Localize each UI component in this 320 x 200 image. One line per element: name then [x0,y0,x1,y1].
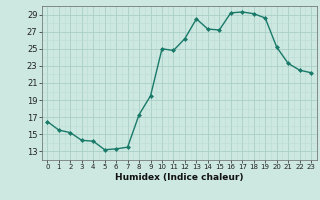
X-axis label: Humidex (Indice chaleur): Humidex (Indice chaleur) [115,173,244,182]
